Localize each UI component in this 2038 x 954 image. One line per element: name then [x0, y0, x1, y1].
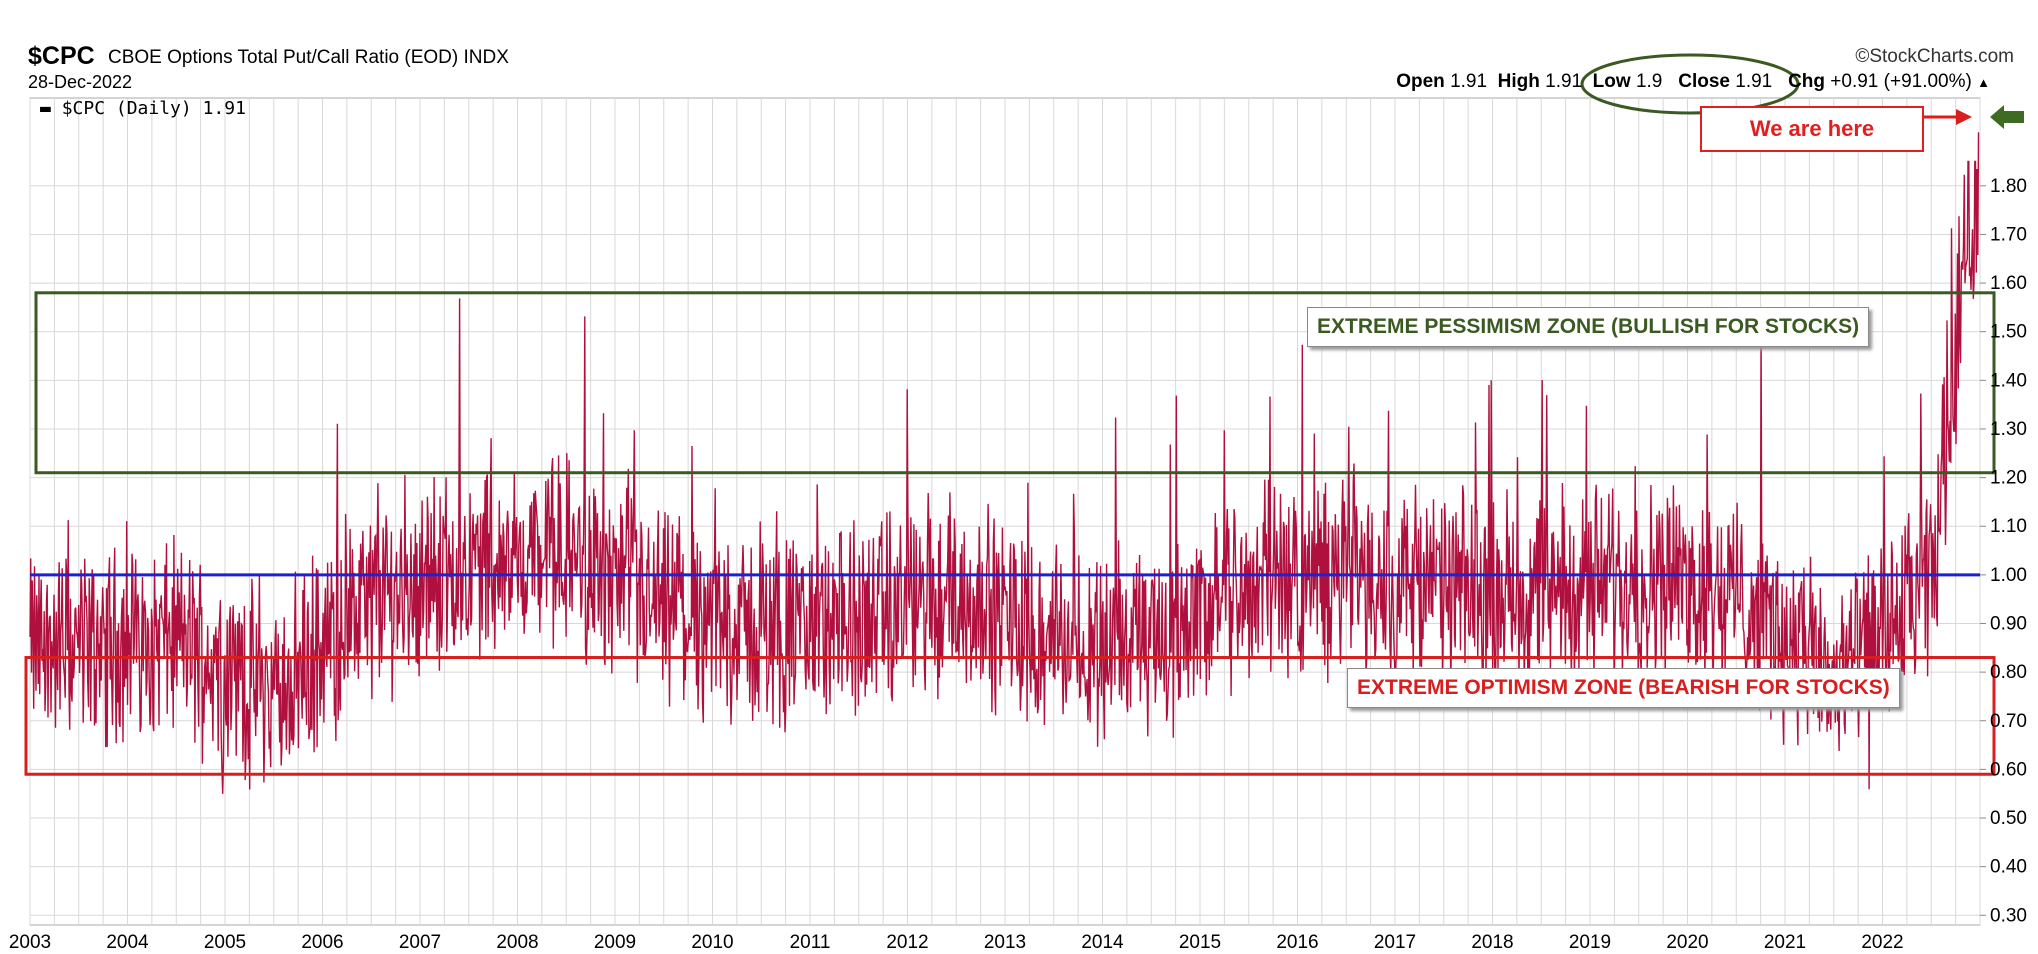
x-tick-label: 2015 — [1179, 932, 1221, 953]
up-triangle-icon: ▲ — [1977, 75, 1990, 90]
x-tick-label: 2013 — [984, 932, 1026, 953]
we-are-here-callout: We are here — [1700, 106, 1924, 152]
low-label: Low — [1592, 71, 1631, 92]
x-tick-label: 2011 — [790, 932, 831, 953]
chart-date: 28-Dec-2022 — [28, 72, 133, 92]
y-axis: 0.30 0.40 0.50 0.60 0.70 0.80 0.90 1.00 1.10 1.20… — [1980, 176, 2027, 926]
chart-grid — [29, 97, 1981, 926]
exchange-text: INDX — [463, 47, 509, 68]
y-tick-label: 1.10 — [1990, 516, 2027, 537]
x-tick-label: 2018 — [1471, 932, 1513, 953]
close-ellipse-highlight — [1580, 53, 1800, 115]
last-value-arrow-icon — [1990, 105, 2024, 129]
legend-text: $CPC (Daily) 1.91 — [61, 98, 246, 119]
chg-value: +0.91 (+91.00%) — [1830, 71, 1972, 92]
cpc-series-line — [29, 132, 1980, 794]
optimism-zone-label: EXTREME OPTIMISM ZONE (BEARISH FOR STOCK… — [1347, 668, 1900, 708]
y-tick-label: 0.40 — [1990, 857, 2027, 878]
series-line — [29, 132, 1980, 794]
y-tick-label: 1.30 — [1990, 419, 2027, 440]
close-value: 1.91 — [1735, 71, 1773, 92]
y-tick-label: 0.80 — [1990, 662, 2027, 683]
x-tick-label: 2012 — [886, 932, 928, 953]
brand-label: ©StockCharts.com — [1855, 46, 2014, 67]
y-tick-label: 1.70 — [1990, 224, 2027, 245]
series-legend: ▬ $CPC (Daily) 1.91 — [40, 98, 246, 119]
chart-description: CBOE Options Total Put/Call Ratio (EOD) … — [108, 47, 509, 69]
x-tick-label: 2021 — [1764, 932, 1806, 953]
high-label: High — [1497, 71, 1540, 92]
x-tick-label: 2010 — [691, 932, 733, 953]
close-label: Close — [1678, 71, 1730, 92]
x-tick-label: 2014 — [1081, 932, 1124, 953]
callout-arrow-icon — [1956, 109, 1972, 125]
chg-label: Chg — [1788, 71, 1826, 92]
x-tick-label: 2008 — [496, 932, 538, 953]
y-tick-label: 1.60 — [1990, 273, 2027, 294]
y-tick-label: 1.50 — [1990, 322, 2027, 343]
x-axis: 2003 2004 2005 2006 2007 2008 2009 2010 2011 2012… — [9, 932, 1904, 953]
x-tick-label: 2006 — [301, 932, 343, 953]
x-tick-label: 2019 — [1569, 932, 1611, 953]
pessimism-zone-box — [34, 291, 1996, 475]
open-value: 1.91 — [1450, 71, 1488, 92]
optimism-zone-box — [24, 656, 1996, 776]
x-tick-label: 2007 — [399, 932, 441, 953]
x-tick-label: 2005 — [204, 932, 246, 953]
description-text: CBOE Options Total Put/Call Ratio (EOD) — [108, 47, 459, 68]
chart-overlays — [24, 53, 2024, 776]
y-tick-label: 0.70 — [1990, 711, 2027, 732]
pessimism-zone-label: EXTREME PESSIMISM ZONE (BULLISH FOR STOC… — [1307, 307, 1870, 347]
y-tick-label: 1.20 — [1990, 468, 2027, 489]
high-value: 1.91 — [1545, 71, 1583, 92]
chart-symbol: $CPC — [28, 42, 95, 70]
open-label: Open — [1396, 71, 1445, 92]
low-value: 1.9 — [1635, 71, 1663, 92]
y-tick-label: 1.00 — [1990, 565, 2027, 586]
x-tick-label: 2009 — [594, 932, 636, 953]
y-tick-label: 1.80 — [1990, 176, 2027, 197]
x-tick-label: 2003 — [9, 932, 51, 953]
ohlc-readout: Open 1.91 High 1.91 Low 1.9 Close 1.91 C… — [1396, 71, 1990, 93]
x-tick-label: 2022 — [1861, 932, 1903, 953]
y-tick-label: 1.40 — [1990, 370, 2027, 391]
y-tick-label: 0.30 — [1990, 905, 2027, 926]
x-tick-label: 2004 — [106, 932, 149, 953]
legend-line-icon: ▬ — [40, 98, 51, 119]
y-tick-label: 0.50 — [1990, 808, 2027, 829]
x-tick-label: 2017 — [1374, 932, 1416, 953]
y-tick-label: 0.60 — [1990, 759, 2027, 780]
x-tick-label: 2020 — [1666, 932, 1708, 953]
x-tick-label: 2016 — [1276, 932, 1318, 953]
y-tick-label: 0.90 — [1990, 613, 2027, 634]
